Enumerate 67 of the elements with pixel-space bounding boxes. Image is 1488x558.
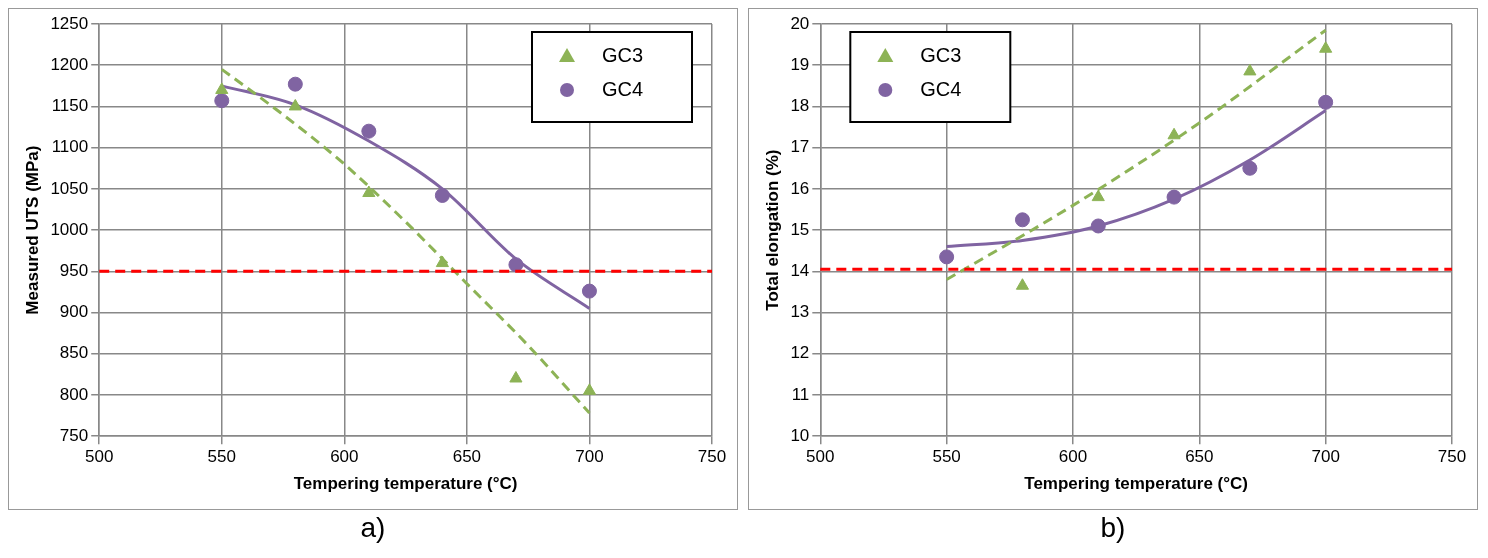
text: a) (359, 512, 387, 544)
y-axis-title: Measured UTS (MPa) (22, 145, 42, 315)
x-tick-label: 750 (697, 447, 727, 467)
point (939, 249, 955, 265)
y-tick-label: 13 (790, 302, 810, 322)
x-tick-label: 600 (330, 447, 359, 467)
y-tick-label: 12 (790, 343, 810, 363)
x-tick-label: 700 (575, 447, 604, 467)
y-tick-label: 1250 (50, 13, 89, 33)
y-tick-label: 850 (59, 343, 89, 363)
y-tick-label: 11 (791, 384, 810, 404)
point (362, 185, 376, 197)
y-tick-label: 19 (790, 54, 810, 74)
point (215, 82, 229, 94)
point (288, 98, 302, 111)
legend-label: GC4 (920, 77, 962, 100)
point (1091, 189, 1105, 202)
y-tick-label: 16 (790, 178, 810, 198)
y-tick-label: 900 (59, 302, 89, 322)
point (435, 255, 449, 268)
x-tick-label: 650 (1185, 447, 1214, 467)
point (1090, 218, 1106, 234)
x-tick-label: 550 (932, 447, 961, 467)
point (214, 93, 230, 109)
point (361, 123, 377, 139)
x-tick-label: 650 (452, 447, 482, 467)
y-tick-label: 17 (790, 137, 810, 157)
y-tick-label: 14 (790, 261, 810, 281)
point (582, 383, 597, 395)
y-axis-title: Total elongation (%) (762, 149, 782, 311)
line-series (220, 67, 591, 415)
legend-label: GC3 (920, 43, 962, 66)
x-tick-label: 700 (1311, 447, 1340, 467)
x-tick-label: 500 (806, 447, 835, 467)
y-tick-label: 800 (59, 384, 89, 404)
y-tick-label: 950 (59, 261, 89, 281)
x-tick-label: 550 (207, 447, 236, 467)
legend-label: GC4 (602, 77, 644, 100)
y-tick-label: 15 (790, 219, 810, 239)
point (509, 370, 523, 383)
point (1242, 160, 1258, 176)
point (1319, 41, 1333, 53)
point (287, 76, 303, 92)
y-tick-label: 1100 (51, 137, 89, 157)
point (1318, 94, 1334, 110)
point (1166, 189, 1182, 205)
point (434, 187, 450, 203)
x-tick-label: 600 (1058, 447, 1088, 467)
point (508, 257, 524, 273)
point (1167, 127, 1181, 140)
x-axis-title: Tempering temperature (°C) (293, 474, 518, 494)
y-tick-label: 1200 (50, 54, 89, 74)
x-tick-label: 750 (1437, 447, 1467, 467)
y-tick-label: 1050 (50, 178, 89, 198)
y-tick-label: 10 (790, 425, 810, 445)
y-tick-label: 20 (790, 13, 810, 33)
y-tick-label: 750 (59, 425, 89, 445)
y-tick-label: 1000 (50, 219, 89, 239)
text: b) (1099, 512, 1127, 544)
legend-label: GC3 (602, 43, 644, 66)
y-tick-label: 1150 (51, 96, 89, 116)
y-tick-label: 18 (790, 96, 810, 116)
point (1243, 63, 1257, 76)
point (581, 283, 597, 299)
x-axis-title: Tempering temperature (°C) (1024, 474, 1249, 494)
x-tick-label: 500 (85, 447, 114, 467)
point (1014, 212, 1030, 228)
